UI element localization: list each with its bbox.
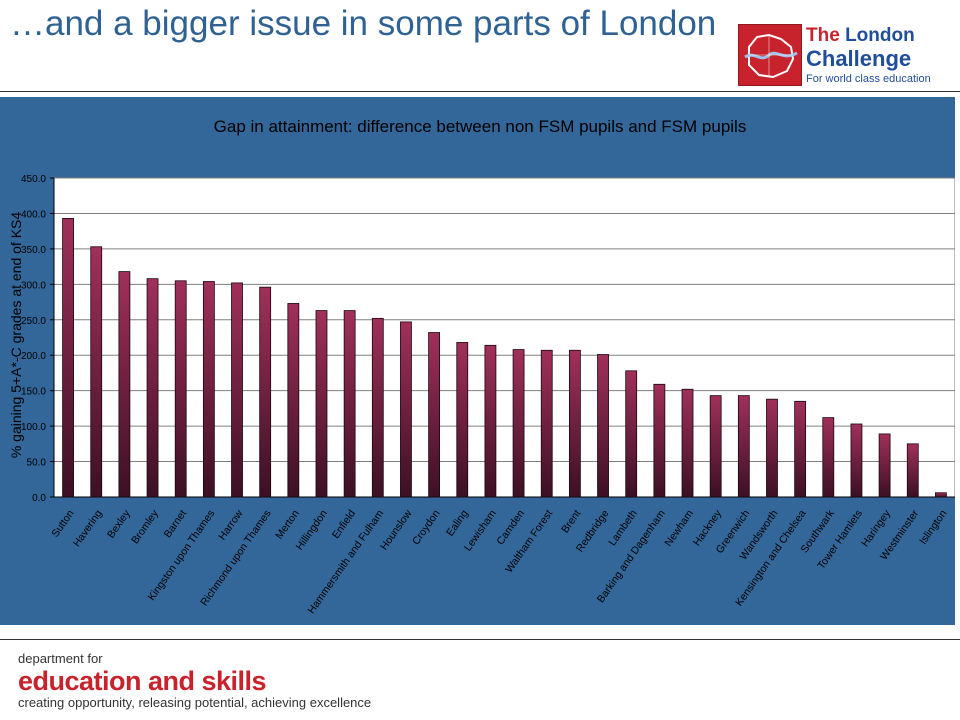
bar xyxy=(766,398,778,498)
y-tick-label: 450.0 xyxy=(21,174,46,185)
y-tick-label: 150.0 xyxy=(21,387,46,398)
x-tick-label: Ealing xyxy=(444,508,471,539)
dfes-line3: creating opportunity, releasing potentia… xyxy=(18,695,372,710)
bar xyxy=(850,423,863,498)
x-tick-label: Brent xyxy=(559,508,583,536)
logo-tagline: For world class education xyxy=(806,73,931,85)
x-tick-label: Sutton xyxy=(49,508,76,540)
bar-chart: Gap in attainment: difference between no… xyxy=(8,117,955,616)
x-tick-label: Merton xyxy=(273,508,302,542)
bar xyxy=(878,433,891,498)
x-tick-label: Barnet xyxy=(162,508,190,540)
bar xyxy=(653,383,666,498)
bar xyxy=(794,400,807,498)
bar xyxy=(428,332,441,498)
y-tick-label: 300.0 xyxy=(21,280,46,291)
logo-challenge: Challenge xyxy=(806,46,912,71)
bar xyxy=(400,321,412,498)
bar xyxy=(343,310,356,498)
footer-divider xyxy=(0,639,960,640)
bar xyxy=(174,280,187,498)
bar xyxy=(259,286,272,498)
x-tick-label: Enfield xyxy=(330,508,358,541)
y-tick-label: 200.0 xyxy=(21,351,46,362)
x-tick-label: Islington xyxy=(917,508,949,547)
bar xyxy=(822,417,835,498)
slide-title: …and a bigger issue in some parts of Lon… xyxy=(10,4,717,43)
bar xyxy=(681,388,694,498)
bar xyxy=(906,443,919,498)
bar xyxy=(146,278,159,498)
bar xyxy=(625,370,638,498)
bar xyxy=(287,303,300,498)
plot-area xyxy=(53,177,955,498)
y-tick-label: 100.0 xyxy=(21,422,46,433)
london-map-icon xyxy=(738,24,802,86)
y-tick-label: 50.0 xyxy=(27,458,47,469)
logo-the: The xyxy=(806,25,840,46)
bar xyxy=(935,492,947,498)
x-tick-label: Croydon xyxy=(410,508,443,548)
logo-london: London xyxy=(845,25,915,46)
bar xyxy=(568,349,581,498)
bar xyxy=(597,354,609,498)
y-tick-label: 0.0 xyxy=(32,493,46,504)
chart-title: Gap in attainment: difference between no… xyxy=(214,117,747,136)
bar xyxy=(737,395,750,498)
chart-panel: Gap in attainment: difference between no… xyxy=(0,97,955,625)
bar xyxy=(90,246,103,498)
x-tick-label: Harrow xyxy=(216,508,245,543)
y-axis-label: % gaining 5+A*-C grades at end of KS4 xyxy=(8,212,24,459)
y-tick-label: 250.0 xyxy=(21,316,46,327)
dfes-logo: department for education and skills crea… xyxy=(18,651,371,711)
bar xyxy=(62,218,74,498)
bar xyxy=(371,317,384,498)
bar xyxy=(484,344,497,498)
logo-line1: The London xyxy=(806,25,915,47)
bar xyxy=(231,282,243,498)
bar xyxy=(456,342,469,498)
dfes-line1: department for xyxy=(18,651,103,666)
bar xyxy=(118,271,131,498)
bar xyxy=(202,281,215,498)
y-tick-label: 350.0 xyxy=(21,245,46,256)
bar xyxy=(315,310,328,498)
x-tick-label: Bromley xyxy=(129,507,161,546)
title-divider xyxy=(0,91,960,92)
x-tick-label: Bexley xyxy=(105,507,133,540)
bar xyxy=(540,349,553,498)
london-challenge-logo: The London Challenge For world class edu… xyxy=(738,24,948,86)
dfes-line2: education and skills xyxy=(18,666,267,696)
bar xyxy=(709,395,722,498)
bar xyxy=(512,349,525,498)
y-tick-label: 400.0 xyxy=(21,209,46,220)
x-tick-label: Havering xyxy=(71,508,105,549)
